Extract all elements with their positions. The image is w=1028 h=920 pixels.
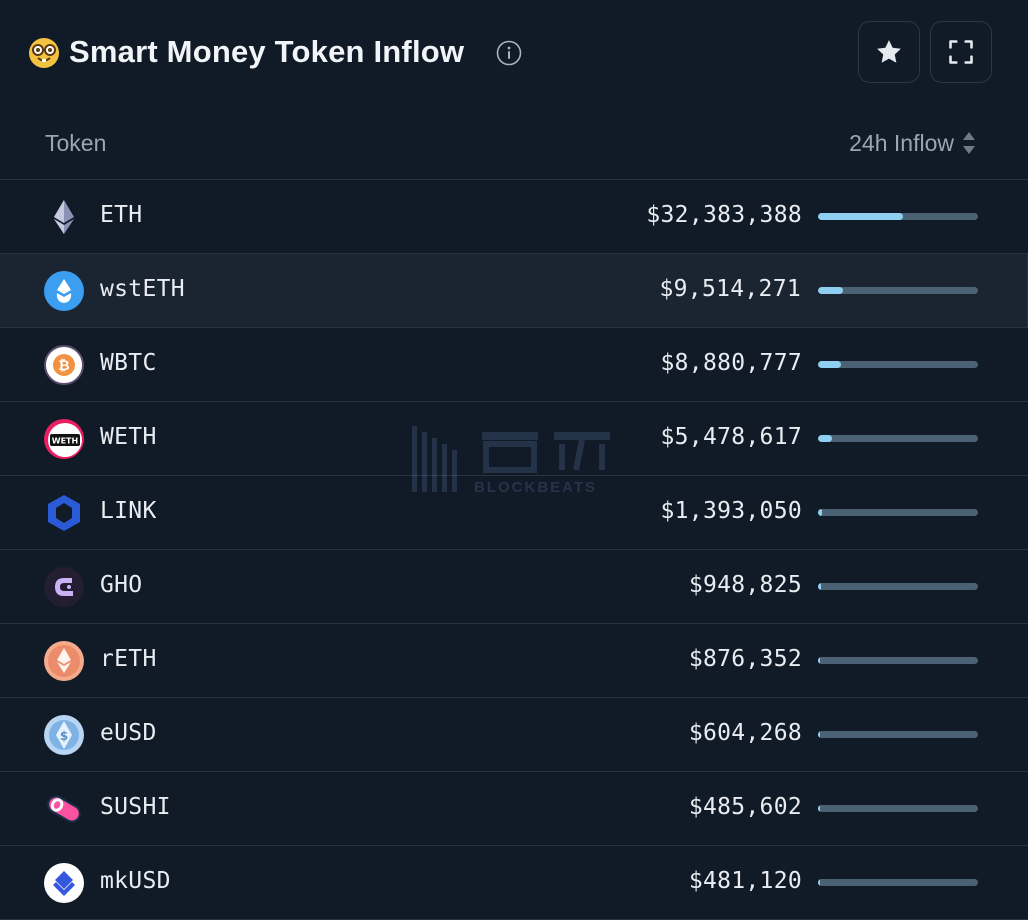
star-icon xyxy=(877,40,901,63)
token-row-wsteth[interactable]: wstETH $9,514,271 xyxy=(0,254,1028,328)
inflow-share-bar-fill xyxy=(818,435,832,442)
token-symbol[interactable]: eUSD xyxy=(100,720,157,746)
inflow-share-bar-fill xyxy=(818,657,820,664)
inflow-share-bar xyxy=(818,583,978,590)
token-row-link[interactable]: LINK $1,393,050 xyxy=(0,476,1028,550)
gho-icon xyxy=(44,567,84,607)
eusd-icon: $ xyxy=(44,715,84,755)
token-symbol[interactable]: rETH xyxy=(100,646,157,672)
token-row-weth[interactable]: WETH WETH $5,478,617 xyxy=(0,402,1028,476)
inflow-share-bar xyxy=(818,805,978,812)
inflow-share-bar-fill xyxy=(818,731,820,738)
inflow-share-bar-fill xyxy=(818,805,820,812)
info-icon[interactable] xyxy=(496,40,522,66)
mkusd-icon xyxy=(44,863,84,903)
expand-icon xyxy=(949,40,973,64)
wbtc-icon: ₿ xyxy=(44,345,84,385)
inflow-amount: $481,120 xyxy=(688,868,802,894)
nerd-face-icon xyxy=(29,38,59,68)
svg-text:$: $ xyxy=(60,729,68,743)
token-row-eth[interactable]: ETH $32,383,388 xyxy=(0,180,1028,254)
svg-text:₿: ₿ xyxy=(58,358,69,374)
token-row-eusd[interactable]: $ eUSD $604,268 xyxy=(0,698,1028,772)
inflow-amount: $5,478,617 xyxy=(660,424,802,450)
sushi-icon xyxy=(44,789,84,829)
column-header-24h-inflow[interactable]: 24h Inflow xyxy=(849,130,954,156)
inflow-share-bar xyxy=(818,731,978,738)
token-symbol[interactable]: mkUSD xyxy=(100,868,171,894)
inflow-share-bar xyxy=(818,509,978,516)
token-row-gho[interactable]: GHO $948,825 xyxy=(0,550,1028,624)
token-row-reth[interactable]: rETH $876,352 xyxy=(0,624,1028,698)
reth-icon xyxy=(44,641,84,681)
inflow-amount: $1,393,050 xyxy=(660,498,802,524)
fullscreen-button[interactable] xyxy=(930,21,992,83)
inflow-share-bar xyxy=(818,879,978,886)
token-symbol[interactable]: SUSHI xyxy=(100,794,171,820)
table-header: Token 24h Inflow xyxy=(0,108,1028,180)
inflow-share-bar-fill xyxy=(818,287,843,294)
inflow-share-bar xyxy=(818,657,978,664)
inflow-amount: $9,514,271 xyxy=(659,276,801,302)
link-icon xyxy=(44,493,84,533)
token-list: ETH $32,383,388 wstETH $9,514,271 ₿ WBTC $8,88… xyxy=(0,180,1028,920)
inflow-share-bar-fill xyxy=(818,213,903,220)
inflow-amount: $948,825 xyxy=(688,572,802,598)
panel-header: Smart Money Token Inflow xyxy=(0,0,1028,108)
inflow-amount: $32,383,388 xyxy=(646,202,802,228)
inflow-share-bar xyxy=(818,287,978,294)
inflow-share-bar xyxy=(818,213,978,220)
inflow-share-bar-fill xyxy=(818,583,821,590)
inflow-share-bar-fill xyxy=(818,879,820,886)
column-header-token: Token xyxy=(45,130,107,156)
inflow-amount: $485,602 xyxy=(688,794,802,820)
token-symbol[interactable]: GHO xyxy=(100,572,143,598)
favorite-button[interactable] xyxy=(858,21,920,83)
inflow-amount: $876,352 xyxy=(688,646,802,672)
inflow-share-bar xyxy=(818,361,978,368)
token-symbol[interactable]: ETH xyxy=(100,202,143,228)
token-row-wbtc[interactable]: ₿ WBTC $8,880,777 xyxy=(0,328,1028,402)
inflow-amount: $604,268 xyxy=(688,720,802,746)
eth-icon xyxy=(44,197,84,237)
weth-icon: WETH xyxy=(44,419,84,459)
token-symbol[interactable]: WBTC xyxy=(100,350,157,376)
inflow-share-bar-fill xyxy=(818,361,841,368)
svg-text:WETH: WETH xyxy=(52,437,78,446)
token-row-mkusd[interactable]: mkUSD $481,120 xyxy=(0,846,1028,920)
token-row-sushi[interactable]: SUSHI $485,602 xyxy=(0,772,1028,846)
inflow-share-bar-fill xyxy=(818,509,822,516)
wsteth-icon xyxy=(44,271,84,311)
panel-title: Smart Money Token Inflow xyxy=(69,34,465,69)
inflow-amount: $8,880,777 xyxy=(660,350,802,376)
token-symbol[interactable]: WETH xyxy=(100,424,157,450)
token-symbol[interactable]: wstETH xyxy=(100,276,185,302)
sort-icon[interactable] xyxy=(960,129,978,157)
token-symbol[interactable]: LINK xyxy=(100,498,157,524)
inflow-share-bar xyxy=(818,435,978,442)
